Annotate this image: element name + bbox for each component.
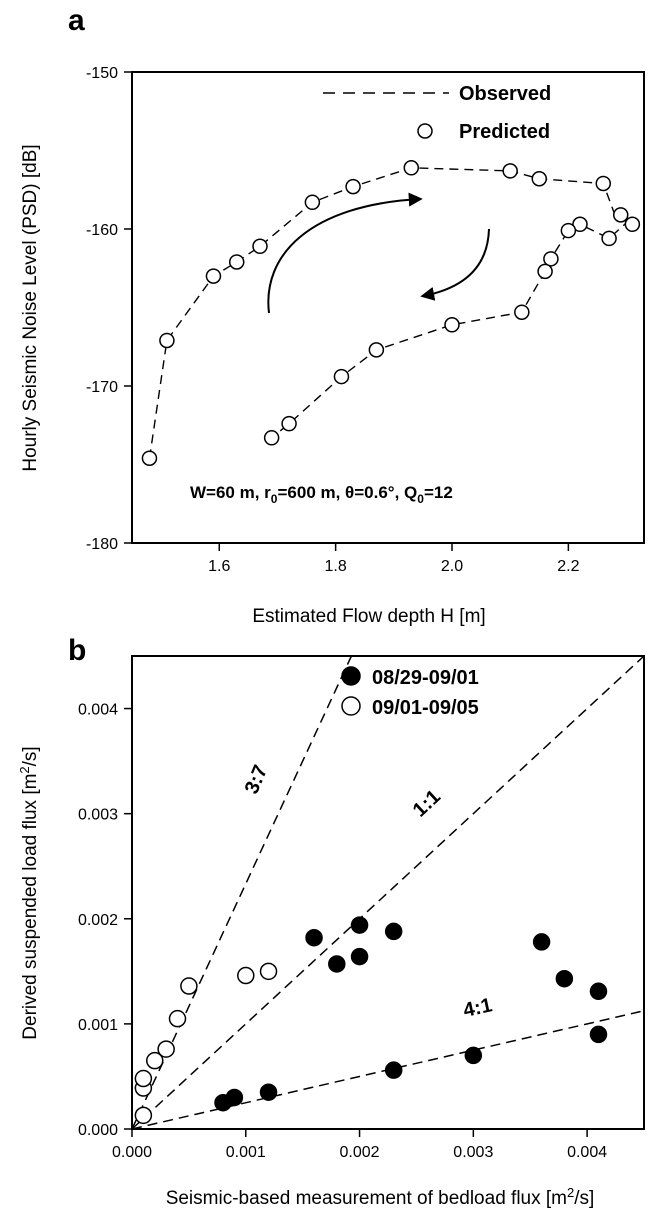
period1-point — [532, 933, 551, 951]
period2-point — [157, 1040, 175, 1058]
predicted-point — [368, 342, 385, 358]
panel-a-y-tick-label: -160 — [86, 222, 118, 239]
legend-predicted-swatch — [417, 123, 433, 139]
legend-period2-label: 09/01-09/05 — [372, 697, 479, 719]
panel-b-y-tick-label: 0.001 — [78, 1017, 118, 1034]
panel-a-y-tick-label: -170 — [86, 379, 118, 396]
panel-a-plot-frame — [131, 71, 645, 544]
panel-a-x-tick-label: 2.2 — [557, 558, 579, 575]
predicted-point — [333, 368, 350, 385]
predicted-point — [141, 450, 158, 466]
predicted-point — [252, 238, 268, 255]
period1-point — [259, 1083, 278, 1101]
observed-line — [148, 167, 633, 459]
period2-point — [168, 1009, 187, 1028]
ratio-line — [131, 655, 645, 1130]
period1-point — [384, 1061, 403, 1079]
predicted-point — [514, 304, 530, 320]
period2-point — [146, 1051, 164, 1070]
panel-a-y-tick-label: -180 — [86, 536, 118, 553]
panel-b-ticks: 0.000 0.001 0.002 0.003 0.004 0.000 0.001 0.002… — [78, 702, 607, 1161]
panel-b-y-axis-label: Derived suspended load flux [m2/s] — [17, 746, 41, 1039]
period2-point — [180, 977, 198, 995]
panel-a-x-axis-label: Estimated Flow depth H [m] — [252, 606, 485, 627]
predicted-point — [502, 163, 518, 179]
period1-point — [225, 1088, 244, 1107]
panel-a-x-tick-label: 2.0 — [441, 558, 463, 575]
predicted-point — [612, 207, 629, 223]
predicted-point — [560, 222, 577, 239]
ratio-label-1-1: 1:1 — [409, 786, 445, 822]
predicted-point — [444, 317, 460, 333]
predicted-point — [537, 263, 553, 280]
panel-b: b 0.000 0.001 0.002 0.003 0.0040.0000.0010.0… — [17, 634, 645, 1209]
predicted-point — [281, 415, 297, 432]
panel-a-ticks: 1.6 1.8 2.0 2.2 -180 -170 -160 -150 — [86, 65, 580, 575]
panel-b-y-tick-label: 0.004 — [78, 702, 118, 719]
predicted-point — [159, 332, 175, 349]
predicted-point — [263, 430, 280, 446]
panel-b-y-tick-label: 0.002 — [78, 912, 118, 929]
period1-point — [350, 916, 369, 934]
predicted-point — [205, 268, 222, 284]
period1-point — [350, 947, 369, 966]
period2-point — [237, 966, 255, 985]
panel-a-letter: a — [68, 4, 85, 37]
period1-point — [555, 969, 574, 988]
predicted-point — [595, 175, 612, 192]
predicted-point — [304, 194, 321, 211]
panel-b-letter: b — [68, 634, 86, 667]
panel-a-y-axis-label: Hourly Seismic Noise Level (PSD) [dB] — [20, 144, 41, 471]
panel-b-x-tick-label: 0.001 — [226, 1144, 266, 1161]
legend-period1-swatch — [341, 666, 361, 686]
panel-b-ratio-lines — [131, 655, 645, 1130]
legend-predicted-label: Predicted — [459, 121, 550, 143]
model-parameters-annotation: W=60 m, r0=600 m, θ=0.6°, Q0=12 — [190, 483, 453, 506]
period2-point — [259, 962, 278, 981]
panel-b-plot-frame — [131, 655, 645, 1130]
period2-point — [134, 1069, 153, 1088]
panel-b-data — [134, 916, 608, 1125]
panel-a-data — [141, 160, 641, 466]
period1-point — [589, 1025, 608, 1044]
panel-b-y-tick-label: 0.003 — [78, 807, 118, 824]
predicted-point — [228, 254, 245, 270]
rising-limb-arrow — [267, 192, 423, 314]
ratio-label-4-1: 4:1 — [461, 994, 494, 1022]
panel-b-x-axis-label: Seismic-based measurement of bedload flu… — [166, 1185, 595, 1209]
legend-period1-label: 08/29-09/01 — [372, 667, 479, 689]
panel-b-y-tick-label: 0.000 — [78, 1122, 118, 1139]
panel-b-x-tick-label: 0.004 — [567, 1144, 607, 1161]
predicted-point — [572, 216, 588, 233]
falling-limb-arrow — [420, 228, 490, 301]
panel-a-x-tick-label: 1.8 — [325, 558, 347, 575]
panel-a-x-tick-label: 1.6 — [208, 558, 230, 575]
panel-b-x-tick-label: 0.003 — [453, 1144, 493, 1161]
predicted-point — [531, 171, 548, 187]
ratio-label-3-7: 3:7 — [241, 762, 273, 797]
predicted-point — [624, 216, 641, 233]
legend-period2-swatch — [341, 696, 361, 716]
period1-point — [328, 955, 346, 973]
period1-point — [384, 922, 403, 941]
predicted-point — [543, 251, 559, 267]
period1-point — [305, 928, 323, 947]
predicted-point — [403, 160, 420, 176]
predicted-point — [601, 230, 617, 247]
period2-point — [134, 1106, 153, 1125]
predicted-point — [345, 178, 361, 195]
panel-a-legend: Observed Predicted — [323, 83, 551, 143]
legend-observed-label: Observed — [459, 83, 551, 105]
panel-a-y-tick-label: -150 — [86, 65, 118, 82]
period1-point — [464, 1046, 483, 1065]
panel-b-x-tick-label: 0.002 — [340, 1144, 380, 1161]
ratio-line — [131, 655, 353, 1130]
panel-b-legend: 08/29-09/01 09/01-09/05 — [341, 666, 479, 719]
panel-b-x-tick-label: 0.000 — [112, 1144, 152, 1161]
panel-a: a 1.6 1.8 2.0 2.2 -180 -170 -160 -150 Observed … — [20, 4, 645, 627]
period1-point — [589, 982, 608, 1001]
